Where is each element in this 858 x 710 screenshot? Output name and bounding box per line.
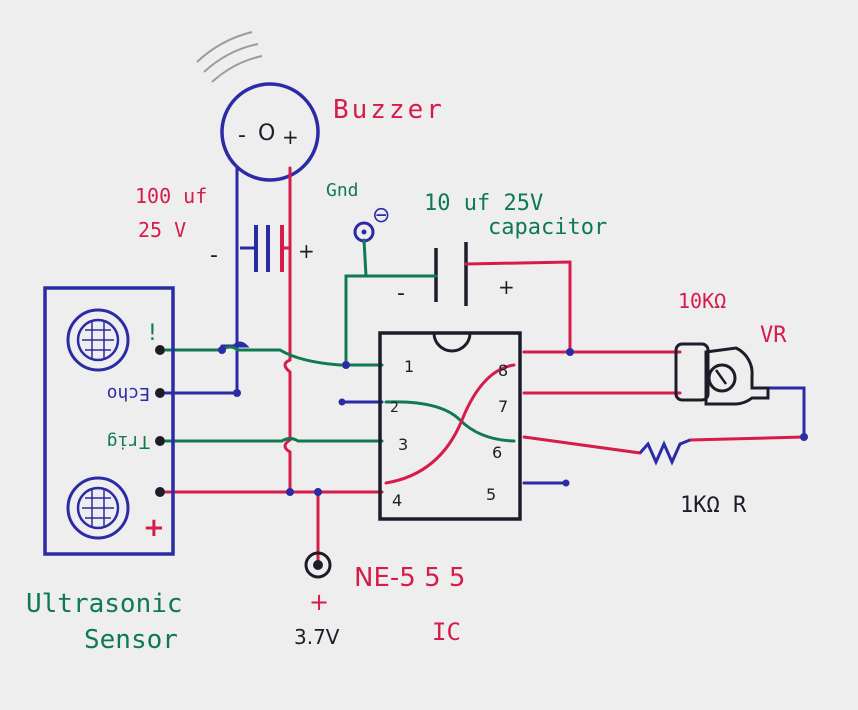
ic-pin-8: 8 xyxy=(498,361,508,380)
vr-value-label: 10KΩ xyxy=(678,289,726,313)
sensor-board xyxy=(43,286,175,556)
sound-wave-icon xyxy=(211,55,263,83)
sensor-name-label-2: Sensor xyxy=(84,625,178,655)
cap10-plus-label: + xyxy=(498,275,515,299)
battery-terminal: + 3.7V xyxy=(294,551,340,649)
sensor-plus-label: + xyxy=(143,513,165,543)
vr-name-label: VR xyxy=(760,323,787,348)
buzzer-center-label: O xyxy=(258,121,275,146)
ic-body xyxy=(378,331,522,521)
resistor-1k: 1KΩ R xyxy=(638,438,747,518)
sensor-name-label: Ultrasonic xyxy=(26,589,183,619)
sound-wave-icon xyxy=(196,31,253,63)
ic-pin-1: 1 xyxy=(404,357,414,376)
resistor-zigzag xyxy=(638,438,691,466)
variable-resistor: 10KΩ VR xyxy=(674,289,787,406)
buzzer-minus-label: - xyxy=(238,123,246,148)
sensor-trig-label: Trig xyxy=(107,431,150,452)
battery-plus-label: + xyxy=(309,588,329,616)
ic-pin-5: 5 xyxy=(486,485,496,504)
sensor-vcc-label: ! xyxy=(148,321,157,346)
ic-type-label: IC xyxy=(432,618,461,646)
buzzer: - O + Buzzer xyxy=(196,31,445,182)
ic-pin-3: 3 xyxy=(398,435,408,454)
capacitor-10uf: 10 uf 25V capacitor - + xyxy=(397,191,607,306)
ground-terminal: Gnd ⊖ xyxy=(326,180,390,243)
ic-notch xyxy=(432,332,472,353)
ic-pin-6: 6 xyxy=(492,443,502,462)
ic-name-label: NE-5 5 5 xyxy=(354,563,465,593)
ne555-ic: 1 2 3 4 8 7 6 5 NE-5 5 5 IC xyxy=(354,331,522,646)
potentiometer-knob-icon xyxy=(707,363,737,393)
sound-wave-icon xyxy=(203,43,259,73)
ic-pin-2: 2 xyxy=(390,400,399,416)
sensor-echo-label: Echo xyxy=(107,383,150,404)
battery-voltage-label: 3.7V xyxy=(294,625,340,649)
ultrasonic-sensor: ! Echo Trig + Ultrasonic Sensor xyxy=(26,286,183,655)
cap10-minus-label: - xyxy=(397,281,405,306)
potentiometer-body xyxy=(704,346,770,406)
junctions xyxy=(218,346,808,496)
cap10-value-label: 10 uf 25V xyxy=(424,191,543,216)
transducer-icon xyxy=(66,476,130,540)
cap100-minus-label: - xyxy=(210,243,218,268)
transducer-icon xyxy=(66,308,130,372)
gnd-minus-icon: ⊖ xyxy=(372,203,390,228)
buzzer-body xyxy=(220,82,320,182)
buzzer-plus-label: + xyxy=(282,125,299,149)
buzzer-label: Buzzer xyxy=(333,95,445,125)
battery-terminal-icon xyxy=(304,551,332,579)
gnd-label: Gnd xyxy=(326,180,359,201)
cap10-name-label: capacitor xyxy=(488,215,607,240)
resistor-value-label: 1KΩ R xyxy=(680,493,747,518)
capacitor-100uf: 100 uf 25 V - + xyxy=(135,184,315,272)
cap100-plus-label: + xyxy=(298,239,315,263)
ic-pin-7: 7 xyxy=(498,397,508,416)
cap100-value-label: 100 uf xyxy=(135,184,207,208)
wires xyxy=(164,166,806,562)
cap100-voltage-label: 25 V xyxy=(138,218,186,242)
ic-pin-4: 4 xyxy=(392,491,402,510)
